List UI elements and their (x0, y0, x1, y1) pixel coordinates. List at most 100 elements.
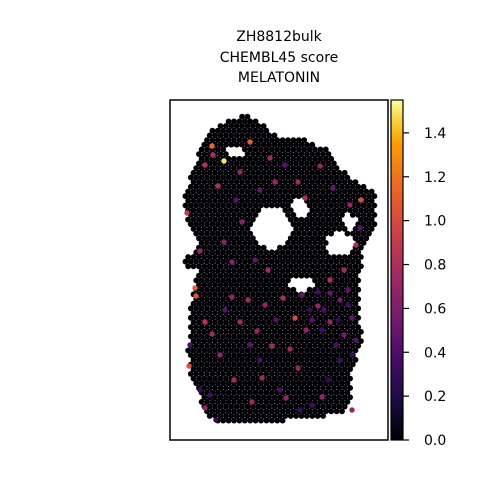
data-spot (347, 202, 352, 207)
data-spot (247, 342, 252, 347)
data-spot (257, 357, 262, 362)
data-spot (330, 185, 335, 190)
data-spot (315, 289, 320, 294)
tissue-spot (299, 273, 305, 279)
tissue-spot (336, 226, 342, 232)
tissue-spot (269, 203, 275, 209)
data-spot (237, 169, 242, 174)
data-spot (193, 293, 198, 298)
data-spot (337, 297, 342, 302)
data-spot (247, 139, 252, 144)
data-spot (267, 155, 272, 160)
data-spot (269, 343, 274, 348)
data-spot (280, 295, 285, 300)
tissue-spot (280, 418, 286, 424)
tissue-spot (304, 413, 310, 419)
colorbar-gradient (391, 100, 403, 440)
data-spot (277, 387, 282, 392)
data-spot (202, 405, 207, 410)
data-spot (221, 158, 226, 163)
data-spot (217, 352, 222, 357)
data-spot (222, 307, 227, 312)
tissue-spot (339, 408, 345, 414)
tissue-spot (269, 418, 275, 424)
data-spot (325, 377, 330, 382)
data-spot (307, 307, 312, 312)
tissue-spot (345, 231, 351, 237)
plot-area (170, 100, 388, 440)
data-spot (341, 267, 346, 272)
tissue-spot (299, 413, 305, 419)
colorbar-tick-label: 0.4 (424, 345, 446, 361)
tissue-spot (293, 273, 299, 279)
data-spot (213, 417, 218, 422)
tissue-spot (315, 413, 321, 419)
title-line-2: CHEMBL45 score (220, 50, 339, 66)
data-spot (221, 239, 226, 244)
chart-title: ZH8812bulk CHEMBL45 score MELATONIN (220, 29, 339, 86)
colorbar-tick-label: 0.2 (424, 389, 446, 405)
tissue-spot (274, 418, 280, 424)
data-spot (272, 179, 277, 184)
data-spot (335, 317, 340, 322)
data-spot (249, 399, 254, 404)
data-spot (259, 375, 264, 380)
tissue-spot (191, 263, 197, 269)
data-spot (192, 285, 197, 290)
data-spot (197, 387, 202, 392)
data-spot (209, 331, 214, 336)
colorbar-tick-label: 1.4 (424, 126, 446, 142)
data-spot (357, 225, 362, 230)
tissue-spot (258, 418, 264, 424)
colorbar-tick-label: 0.6 (424, 301, 446, 317)
data-spot (327, 277, 332, 282)
data-spot (273, 317, 278, 322)
data-spot (295, 179, 300, 184)
data-spot (333, 342, 338, 347)
data-spot (327, 319, 332, 324)
title-line-1: ZH8812bulk (236, 29, 322, 45)
data-spot (353, 337, 358, 342)
data-spot (345, 287, 350, 292)
tissue-spot (242, 418, 248, 424)
tissue-spot (328, 408, 334, 414)
colorbar-tick-label: 0.0 (424, 433, 446, 449)
data-spot (239, 219, 244, 224)
data-spot (349, 315, 354, 320)
data-spot (295, 365, 300, 370)
data-spot (184, 210, 189, 215)
tissue-spot (274, 203, 280, 209)
tissue-spot (328, 231, 334, 237)
data-spot (292, 315, 297, 320)
tissue-spot (350, 212, 356, 218)
colorbar-tick-label: 1.2 (424, 170, 446, 186)
tissue-spot (228, 142, 234, 148)
data-spot (186, 363, 191, 368)
colorbar-tick-label: 1.0 (424, 214, 446, 230)
data-spot (299, 292, 304, 297)
tissue-spot (220, 418, 226, 424)
data-spot (309, 317, 314, 322)
tissue-spot (247, 418, 253, 424)
data-spot (319, 394, 324, 399)
data-spot (231, 377, 236, 382)
data-spot (197, 248, 202, 253)
data-spot (349, 352, 354, 357)
data-spot (254, 328, 259, 333)
colorbar-ticks: 0.00.20.40.60.81.01.21.4 (403, 126, 446, 449)
tissue-spot (231, 418, 237, 424)
data-spot (265, 267, 270, 272)
tissue-spot (334, 408, 340, 414)
data-spot (319, 327, 324, 332)
data-spot (317, 163, 322, 168)
data-spot (283, 395, 288, 400)
data-spot (233, 197, 238, 202)
data-spot (229, 294, 234, 299)
tissue-spot (234, 142, 240, 148)
tissue-spot (309, 413, 315, 419)
data-spot (257, 187, 262, 192)
data-spot (215, 183, 220, 188)
data-spot (210, 152, 215, 157)
tissue-spot (296, 193, 302, 199)
title-line-3: MELATONIN (238, 70, 320, 86)
